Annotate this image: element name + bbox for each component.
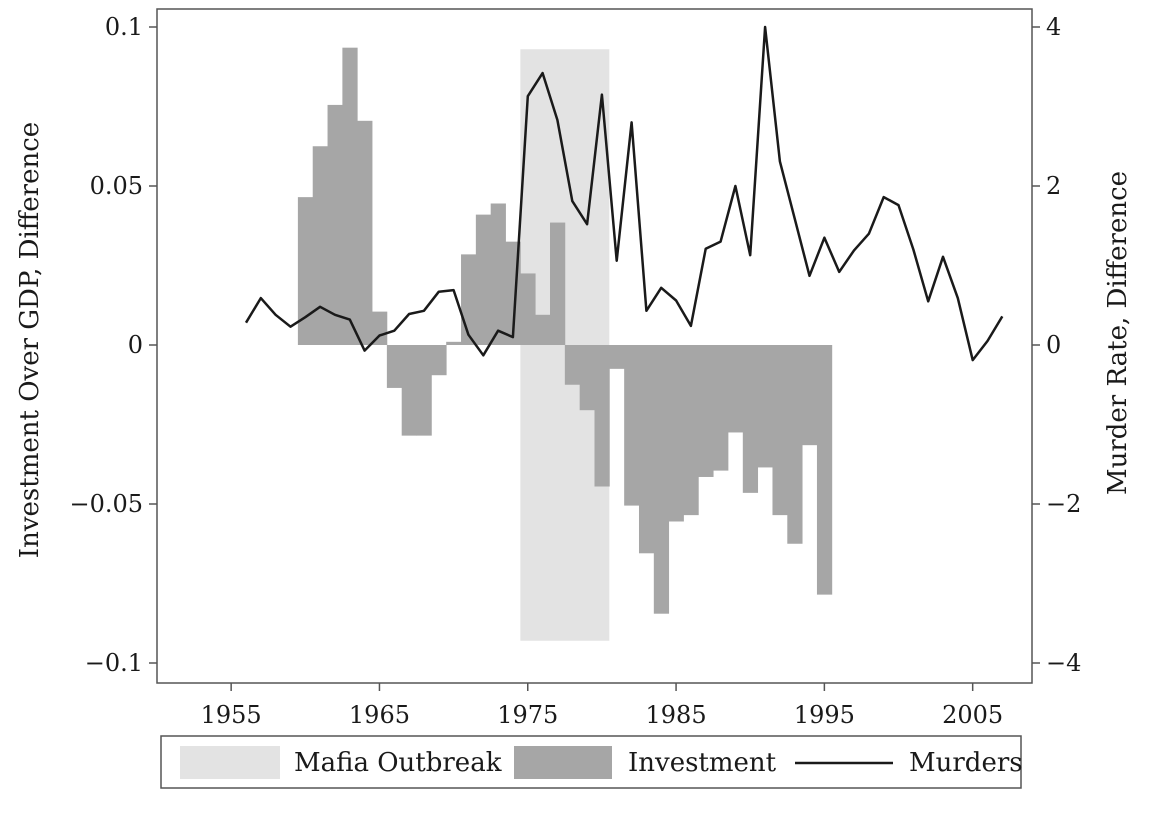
y-right-tick-label-4: −4	[1046, 649, 1081, 677]
x-tick-label-1995: 1995	[794, 701, 855, 729]
x-tick-label-1955: 1955	[201, 701, 262, 729]
investment-bar-1987	[698, 345, 714, 477]
y-left-tick-label-4: −0.1	[85, 649, 143, 677]
x-tick-label-1965: 1965	[349, 701, 410, 729]
y-right-tick-label-3: −2	[1046, 490, 1081, 518]
x-tick-label-1985: 1985	[646, 701, 707, 729]
investment-bar-1989	[727, 345, 744, 433]
y-left-tick-label-3: −0.05	[69, 490, 143, 518]
investment-bar-1991	[757, 345, 773, 468]
investment-bar-1972	[475, 214, 492, 345]
investment-bar-1969	[431, 345, 447, 376]
investment-bar-1983	[638, 345, 655, 554]
investment-bar-1995	[816, 345, 833, 595]
investment-bar-1975	[520, 273, 536, 345]
y-left-tick-label-0: 0.1	[105, 13, 143, 41]
legend-swatch-investment	[514, 746, 612, 779]
y-left-tick-label-1: 0.05	[90, 172, 143, 200]
investment-bar-1968	[416, 345, 432, 436]
investment-bar-1963	[342, 47, 358, 346]
murders-line-layer	[244, 25, 1004, 362]
legend-label-investment: Investment	[628, 748, 777, 778]
investment-bar-1960	[297, 197, 314, 345]
plot-frame	[156, 8, 1033, 684]
y-axis-right-title: Murder Rate, Difference	[1103, 171, 1133, 495]
investment-bar-1965	[372, 311, 388, 345]
investment-bar-1994	[802, 345, 818, 446]
investment-bar-1979	[579, 345, 595, 411]
investment-bar-1962	[327, 104, 343, 345]
axes-layer: 1955 1965 1975 1985 1995 2005 0.1 0.05 0 −0.05 −0.…	[69, 13, 1081, 729]
investment-bar-1973	[490, 203, 506, 345]
investment-bar-1966	[386, 345, 403, 388]
y-left-tick-label-2: 0	[128, 331, 143, 359]
legend: Mafia Outbreak Investment Murders	[160, 735, 1023, 789]
y-right-tick-label-0: 4	[1046, 13, 1061, 41]
investment-bar-1977	[550, 222, 566, 345]
investment-bar-1985	[668, 345, 684, 522]
investment-bar-1982	[624, 345, 640, 506]
investment-bar-1992	[772, 345, 788, 516]
investment-bar-1988	[713, 345, 729, 471]
legend-label-mafia-outbreak: Mafia Outbreak	[294, 748, 502, 778]
investment-bar-1976	[535, 314, 551, 345]
investment-bar-1993	[787, 345, 803, 544]
investment-bar-1981	[609, 345, 625, 369]
legend-label-murders: Murders	[909, 748, 1023, 778]
investment-bar-1980	[594, 345, 610, 487]
investment-bars-layer	[297, 47, 833, 614]
investment-bar-1970	[446, 341, 462, 345]
investment-bar-1967	[401, 345, 417, 436]
investment-bar-1986	[683, 345, 699, 516]
investment-bar-1978	[564, 345, 581, 385]
investment-bar-1961	[312, 146, 328, 345]
legend-swatch-mafia-outbreak	[180, 746, 280, 779]
x-tick-label-1975: 1975	[497, 701, 558, 729]
investment-bar-1964	[357, 120, 373, 345]
murders-line	[244, 25, 1004, 362]
x-tick-label-2005: 2005	[942, 701, 1003, 729]
investment-bar-1990	[742, 345, 759, 493]
investment-bar-1971	[461, 254, 477, 345]
investment-bar-1984	[653, 345, 670, 614]
y-axis-left-title: Investment Over GDP, Difference	[15, 122, 45, 558]
y-right-tick-label-1: 2	[1046, 172, 1061, 200]
y-right-tick-label-2: 0	[1046, 331, 1061, 359]
